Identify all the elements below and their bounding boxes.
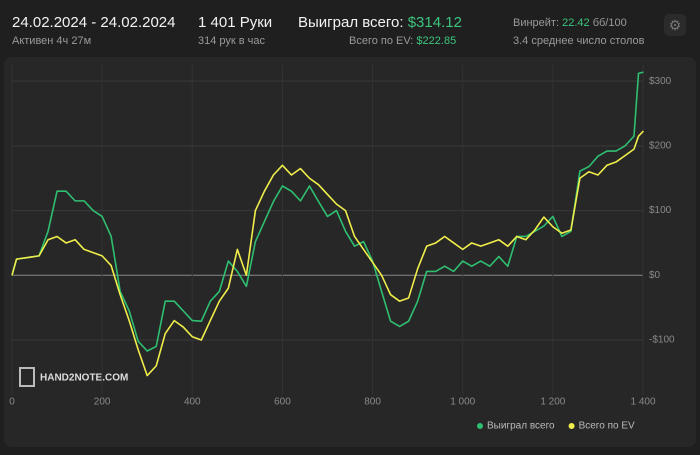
hands: 1 401 Руки xyxy=(198,14,273,31)
ev: Всего по EV: $222.85 xyxy=(349,35,456,47)
hands-per-hour: 314 рук в час xyxy=(198,35,266,47)
ev-value: $222.85 xyxy=(416,35,457,47)
x-tick-label: 1 400 xyxy=(630,397,655,408)
winrate: Винрейт: 22.42 бб/100 xyxy=(513,17,627,29)
y-tick-label: $0 xyxy=(649,270,661,281)
ev-label: Всего по EV: xyxy=(349,35,414,47)
y-tick-label: $100 xyxy=(649,205,672,216)
series-line xyxy=(11,71,644,352)
dates: 24.02.2024 - 24.02.2024 xyxy=(12,14,176,31)
y-tick-label: $300 xyxy=(649,76,672,87)
x-tick-label: 1 000 xyxy=(450,397,475,408)
y-tick-label: $200 xyxy=(649,141,672,152)
won-label: Выиграл всего: xyxy=(298,14,404,31)
winrate-value: 22.42 xyxy=(562,17,590,29)
watermark-icon xyxy=(19,367,35,387)
winrate-unit: бб/100 xyxy=(592,17,627,29)
settings-button[interactable]: ⚙ xyxy=(664,14,686,36)
x-tick-label: 200 xyxy=(94,397,111,408)
legend-label: Всего по EV xyxy=(579,421,635,432)
x-tick-label: 1 200 xyxy=(540,397,565,408)
won: Выиграл всего: $314.12 xyxy=(298,14,462,31)
y-tick-label: -$100 xyxy=(649,335,675,346)
tables: 3.4 среднее число столов xyxy=(513,35,645,47)
legend-marker xyxy=(477,423,483,429)
x-tick-label: 400 xyxy=(184,397,201,408)
chart-panel xyxy=(4,57,696,447)
active: Активен 4ч 27м xyxy=(12,35,92,47)
x-tick-label: 800 xyxy=(364,397,381,408)
x-tick-label: 600 xyxy=(274,397,291,408)
legend-label: Выиграл всего xyxy=(487,421,555,432)
legend-marker xyxy=(568,423,575,429)
won-value: $314.12 xyxy=(407,14,462,31)
x-tick-label: 0 xyxy=(9,397,15,408)
winrate-label: Винрейт: xyxy=(513,17,560,29)
series-line xyxy=(11,130,645,377)
watermark: HAND2NOTE.COM xyxy=(40,373,128,384)
